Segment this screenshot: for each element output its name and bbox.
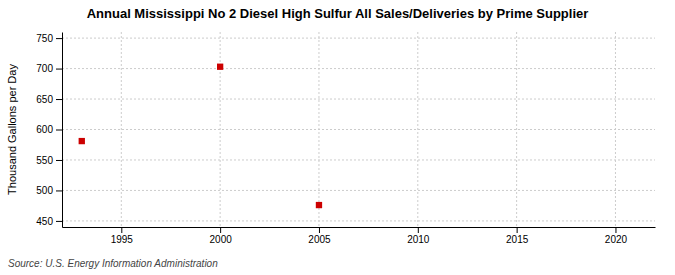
grid-line	[62, 190, 655, 191]
tick-label: 750	[36, 33, 53, 44]
y-axis-title: Thousand Gallons per Day	[6, 64, 18, 195]
tick-label: 1995	[111, 234, 134, 245]
tick-mark	[418, 227, 419, 233]
tick-label: 600	[36, 124, 53, 135]
point	[316, 202, 322, 208]
tick-label: 700	[36, 63, 53, 74]
tick: 450	[36, 216, 62, 227]
tick-label: 500	[36, 185, 53, 196]
tick: 650	[36, 94, 62, 105]
tick-mark	[56, 69, 62, 70]
grid-line	[121, 32, 122, 227]
tick: 2020	[605, 227, 628, 245]
grid-line	[62, 159, 655, 160]
tick: 700	[36, 63, 62, 74]
tick: 750	[36, 33, 62, 44]
grid-line	[62, 220, 655, 221]
tick-label: 2005	[308, 234, 331, 245]
tick: 1995	[111, 227, 134, 245]
tick: 2015	[506, 227, 529, 245]
tick: 2010	[407, 227, 430, 245]
tick-label: 2000	[210, 234, 233, 245]
tick-label: 2010	[407, 234, 430, 245]
grid-line	[62, 129, 655, 130]
source: Source: U.S. Energy Information Administ…	[8, 258, 218, 269]
tick-mark	[56, 38, 62, 39]
grid	[62, 32, 655, 227]
grid-line	[62, 38, 655, 39]
tick-label: 2015	[506, 234, 529, 245]
grid-line	[62, 99, 655, 100]
tick-mark	[615, 227, 616, 233]
points	[79, 64, 323, 209]
x-axis: 1995 2000 2005 2010 2015 2020	[63, 227, 656, 245]
axis-line	[63, 227, 656, 228]
tick-label: 650	[36, 94, 53, 105]
tick-mark	[56, 130, 62, 131]
tick: 2000	[210, 227, 233, 245]
tick-mark	[56, 190, 62, 191]
tick: 550	[36, 155, 62, 166]
y-axis: 450 500 550 600 650 700 750	[36, 33, 62, 228]
plot-area: 1995 2000 2005 2010 2015 2020 450 500 550 600 650 7…	[36, 32, 655, 245]
tick-mark	[121, 227, 122, 233]
tick-label: 450	[36, 216, 53, 227]
point	[217, 64, 223, 70]
tick: 2005	[308, 227, 331, 245]
tick-mark	[56, 221, 62, 222]
tick-mark	[56, 160, 62, 161]
tick-label: 550	[36, 155, 53, 166]
chart: 1995 2000 2005 2010 2015 2020 450 500 550 600 650 7…	[0, 0, 675, 275]
axis-line	[62, 33, 63, 228]
grid-line	[62, 68, 655, 69]
grid-line	[516, 32, 517, 227]
tick-mark	[319, 227, 320, 233]
tick: 600	[36, 124, 62, 135]
tick: 500	[36, 185, 62, 196]
title: Annual Mississippi No 2 Diesel High Sulf…	[87, 6, 589, 21]
point	[79, 138, 85, 144]
tick-mark	[56, 99, 62, 100]
tick-mark	[517, 227, 518, 233]
tick-label: 2020	[605, 234, 628, 245]
tick-mark	[220, 227, 221, 233]
